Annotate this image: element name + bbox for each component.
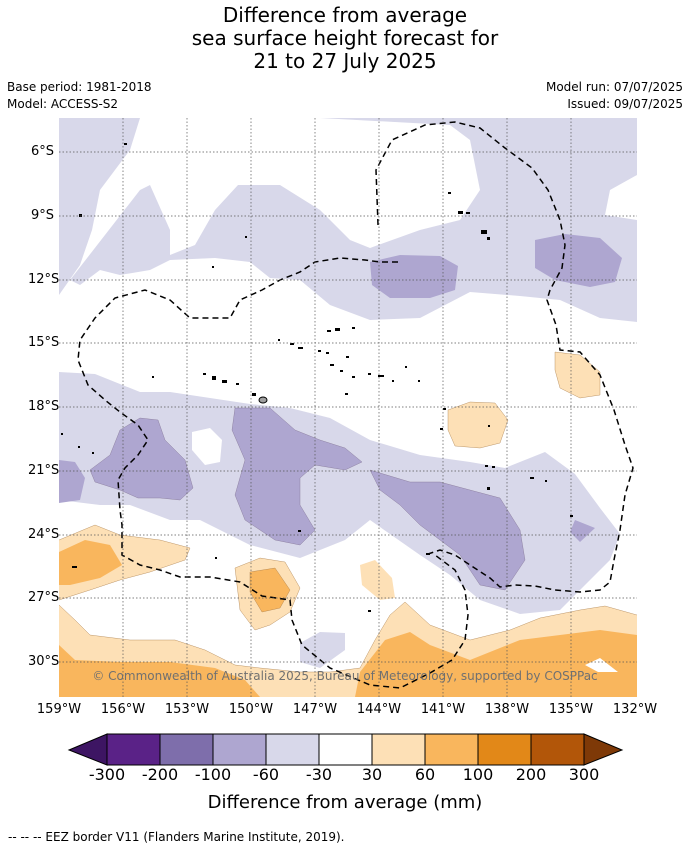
colorbar (67, 733, 624, 766)
colorbar-bin-6 (371, 733, 426, 766)
anomaly-region-positive-medium-notch (585, 658, 618, 672)
anomaly-region-medium-6 (370, 470, 525, 590)
colorbar-label: -200 (141, 765, 179, 784)
colorbar-extend-low (67, 733, 108, 766)
colorbar-label: -60 (252, 765, 280, 784)
lon-tick-label: 132°W (612, 702, 658, 717)
anomaly-region-positive-medium-south (59, 645, 260, 697)
lon-tick-label: 144°W (356, 702, 402, 717)
colorbar-bin-2 (159, 733, 214, 766)
colorbar-bin-5 (318, 733, 373, 766)
colorbar-bin-9 (530, 733, 585, 766)
island-markers (61, 143, 573, 612)
colorbar-label: 60 (414, 765, 436, 784)
lat-tick-label: 6°S (30, 144, 54, 159)
anomaly-region-light-north (70, 118, 637, 322)
anomaly-region-medium-4 (59, 460, 85, 503)
anomaly-region-positive-medium-south-east (355, 630, 637, 697)
anomaly-region-white-notch (192, 428, 222, 465)
anomaly-region-positive-medium-1 (59, 540, 122, 585)
colorbar-label: 30 (361, 765, 383, 784)
colorbar-extend-high (583, 733, 624, 766)
lon-tick-label: 153°W (164, 702, 210, 717)
lon-tick-label: 159°W (36, 702, 82, 717)
colorbar-label: 200 (515, 765, 547, 784)
anomaly-region-positive-medium-2 (250, 568, 290, 612)
colorbar-label: 100 (462, 765, 494, 784)
lon-tick-label: 138°W (484, 702, 530, 717)
colorbar-bin-4 (265, 733, 320, 766)
model-run: Model run: 07/07/2025 (545, 80, 683, 94)
lat-tick-label: 24°S (28, 527, 60, 542)
base-period: Base period: 1981-2018 (7, 80, 152, 94)
colorbar-label: -30 (305, 765, 333, 784)
map-field (59, 118, 637, 697)
colorbar-label: -300 (88, 765, 126, 784)
anomaly-region-light-north-west (59, 118, 140, 295)
colorbar-bin-3 (212, 733, 267, 766)
copyright-notice: © Commonwealth of Australia 2025, Bureau… (92, 669, 598, 683)
lat-tick-label: 15°S (28, 335, 60, 350)
colorbar-title: Difference from average (mm) (207, 792, 483, 813)
colorbar-bin-8 (477, 733, 532, 766)
colorbar-label: 300 (568, 765, 600, 784)
title-line-1: Difference from average (222, 3, 468, 27)
anomaly-region-medium-5 (232, 408, 362, 545)
anomaly-region-medium-2 (535, 234, 622, 287)
lon-tick-label: 141°W (420, 702, 466, 717)
eez-border (77, 121, 634, 689)
anomaly-region-medium-3 (90, 418, 193, 500)
issued-date: Issued: 09/07/2025 (567, 97, 683, 111)
anomaly-region-positive-light-4 (448, 402, 508, 448)
anomaly-region-medium-7 (570, 520, 595, 542)
colorbar-bin-1 (106, 733, 161, 766)
lat-tick-label: 12°S (28, 272, 60, 287)
lat-tick-label: 21°S (28, 463, 60, 478)
lat-tick-label: 18°S (28, 399, 60, 414)
lat-tick-label: 30°S (28, 654, 60, 669)
lat-tick-label: 27°S (28, 590, 60, 605)
colorbar-label: -100 (194, 765, 232, 784)
lon-tick-label: 150°W (228, 702, 274, 717)
lat-tick-label: 9°S (30, 208, 54, 223)
model-name: Model: ACCESS-S2 (7, 97, 119, 111)
lon-tick-label: 156°W (100, 702, 146, 717)
eez-legend-note: -- -- -- EEZ border V11 (Flanders Marine… (8, 830, 345, 844)
lon-tick-label: 147°W (292, 702, 338, 717)
title-line-2: sea surface height forecast for (191, 26, 499, 50)
lon-tick-label: 135°W (548, 702, 594, 717)
colorbar-bin-7 (424, 733, 479, 766)
anomaly-region-light-south-blob (300, 632, 345, 668)
anomaly-region-positive-light-5 (555, 352, 600, 398)
title-line-3: 21 to 27 July 2025 (253, 49, 437, 73)
anomaly-region-medium-1 (370, 255, 458, 298)
anomaly-region-positive-light-3 (360, 560, 395, 600)
